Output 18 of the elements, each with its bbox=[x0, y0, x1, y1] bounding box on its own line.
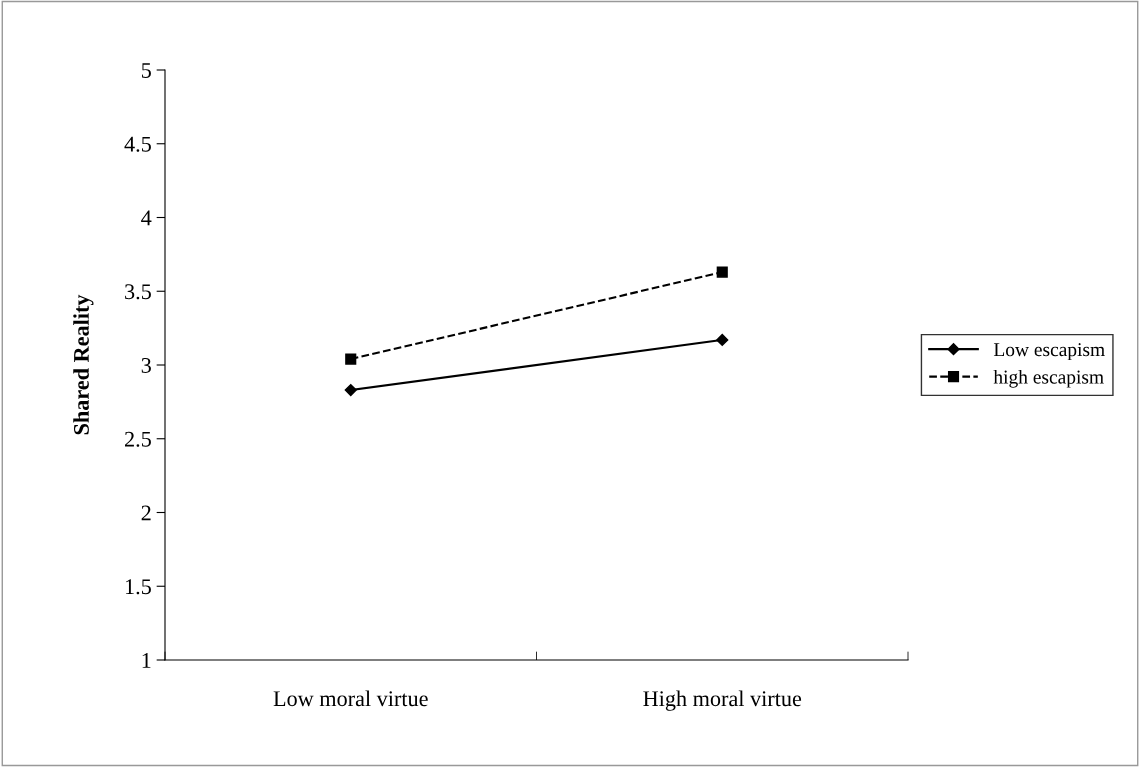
point bbox=[716, 266, 728, 278]
y-tick-label: 2.5 bbox=[125, 431, 151, 447]
y-tick-label: 2 bbox=[141, 505, 151, 521]
y-tick-label: 3 bbox=[141, 357, 151, 373]
y-tick-label: 4 bbox=[141, 210, 152, 226]
y-axis-title: Shared Reality bbox=[73, 294, 94, 435]
y-tick-label: 3.5 bbox=[125, 284, 151, 300]
y-tick-label: 5 bbox=[141, 63, 151, 78]
point bbox=[344, 383, 357, 397]
point bbox=[716, 333, 729, 347]
y-tick-label: 4.5 bbox=[124, 136, 151, 152]
y-tick-label: 1.5 bbox=[125, 579, 151, 595]
point bbox=[345, 353, 357, 365]
x-tick-label: Low moral virtue bbox=[273, 690, 428, 707]
y-tick-label: 1 bbox=[142, 653, 151, 668]
x-tick-label: High moral virtue bbox=[643, 690, 802, 711]
legend-label: Low escapism bbox=[993, 343, 1105, 361]
legend-label: high escapism bbox=[993, 369, 1104, 388]
